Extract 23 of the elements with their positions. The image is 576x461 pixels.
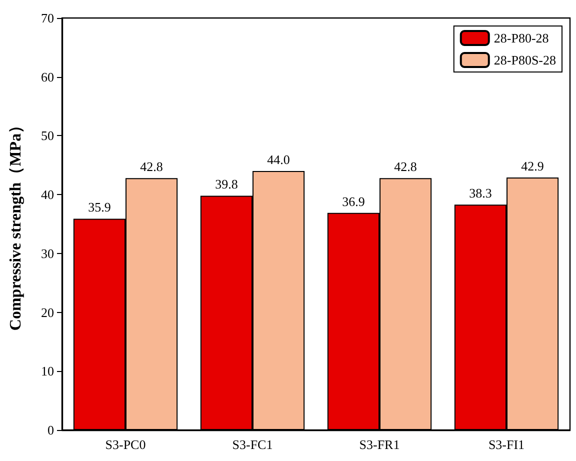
x-tick-label: S3-PC0 xyxy=(105,437,146,452)
data-label: 42.8 xyxy=(394,159,417,174)
data-label: 36.9 xyxy=(342,194,365,209)
x-tick-label: S3-FR1 xyxy=(359,437,400,452)
x-tick-label: S3-FI1 xyxy=(488,437,525,452)
data-label: 42.8 xyxy=(140,159,163,174)
y-tick-label: 0 xyxy=(48,422,54,438)
data-label: 39.8 xyxy=(215,176,238,192)
legend-label: 28-P80-28 xyxy=(494,30,549,46)
y-axis-title: Compressive strength（MPa） xyxy=(8,117,24,331)
y-tick-label: 70 xyxy=(41,10,54,26)
x-tick-label: S3-FC1 xyxy=(232,437,273,452)
y-tick-label: 60 xyxy=(41,69,54,84)
legend-label: 28-P80S-28 xyxy=(494,52,556,68)
y-tick-label: 30 xyxy=(41,246,54,261)
y-tick-label: 20 xyxy=(41,304,54,320)
data-label: 35.9 xyxy=(88,200,111,215)
data-label: 42.9 xyxy=(521,158,544,174)
y-tick-label: 50 xyxy=(41,128,54,144)
data-label: 44.0 xyxy=(267,152,290,168)
y-tick-label: 40 xyxy=(41,187,54,202)
data-label: 38.3 xyxy=(469,186,492,201)
y-tick-label: 10 xyxy=(41,364,54,379)
